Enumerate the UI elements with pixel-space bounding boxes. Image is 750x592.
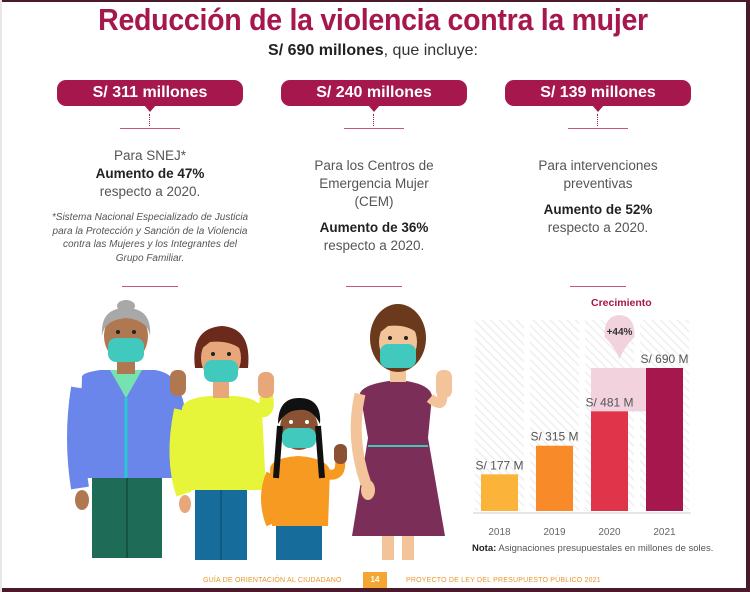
allocation-description: Aumento de 52% respecto a 2020. xyxy=(483,201,713,237)
footer-project-title: PROYECTO DE LEY DEL PRESUPUESTO PÚBLICO … xyxy=(406,577,601,584)
amount-pill: S/ 311 millones xyxy=(57,80,243,112)
divider-bottom xyxy=(122,286,178,287)
page-number: 14 xyxy=(363,572,387,588)
allocation-reference: respecto a 2020. xyxy=(323,238,425,253)
bar-2018 xyxy=(481,474,518,511)
amount-pill: S/ 240 millones xyxy=(281,80,467,112)
allocation-increase: Aumento de 52% xyxy=(543,202,653,217)
allocation-column-snej: S/ 311 millones Para SNEJ* Aumento de 47… xyxy=(35,80,265,265)
allocation-purpose: Para los Centros de Emergencia Mujer (CE… xyxy=(314,158,434,209)
bar-2020 xyxy=(591,411,628,511)
bar-background xyxy=(640,320,689,511)
allocation-purpose: Para intervenciones preventivas xyxy=(538,158,658,191)
allocation-increase: Aumento de 36% xyxy=(319,220,429,235)
growth-band xyxy=(591,368,646,412)
divider xyxy=(120,128,180,129)
subtitle-amount: S/ 690 millones xyxy=(268,42,384,59)
allocation-description: Aumento de 36% respecto a 2020. xyxy=(259,219,489,255)
dotted-connector xyxy=(597,114,599,126)
data-label-2019: S/ 315 M xyxy=(530,430,578,444)
divider xyxy=(344,128,404,129)
bar-background xyxy=(475,320,524,511)
dotted-connector xyxy=(373,114,375,126)
subtitle: S/ 690 millones, que incluye: xyxy=(0,42,746,60)
allocation-reference: respecto a 2020. xyxy=(99,184,201,199)
growth-value: +44% xyxy=(607,327,633,338)
people-illustration xyxy=(67,300,452,560)
chart-note-text: Asignaciones presupuestales en millones … xyxy=(496,543,714,554)
chart-note-label: Nota: xyxy=(472,543,497,554)
woman-yellow-sweater-figure xyxy=(169,326,274,560)
amount-pill: S/ 139 millones xyxy=(505,80,691,112)
growth-bubble xyxy=(604,315,635,359)
frame-right-border xyxy=(746,0,750,592)
divider xyxy=(568,128,628,129)
woman-purple-dress-figure xyxy=(350,304,452,560)
divider-bottom xyxy=(346,286,402,287)
footer-guide-title: GUÍA DE ORIENTACIÓN AL CIUDADANO xyxy=(203,577,342,584)
subtitle-text: , que incluye: xyxy=(383,42,478,59)
dotted-connector xyxy=(149,114,151,126)
girl-orange-shirt-figure xyxy=(261,398,347,560)
divider-bottom xyxy=(570,286,626,287)
allocation-description: Para SNEJ* Aumento de 47% respecto a 202… xyxy=(35,147,265,201)
frame-left-border xyxy=(0,0,2,592)
allocation-purpose: Para SNEJ* xyxy=(113,148,187,163)
page-title: Reducción de la violencia contra la muje… xyxy=(98,2,648,37)
data-label-2018: S/ 177 M xyxy=(475,458,523,472)
bar-background xyxy=(585,320,634,511)
data-label-2020: S/ 481 M xyxy=(585,395,633,409)
x-tick-2019: 2019 xyxy=(543,527,566,538)
bar-background xyxy=(530,320,579,511)
allocation-reference: respecto a 2020. xyxy=(547,220,649,235)
data-label-2021: S/ 690 M xyxy=(640,352,688,366)
allocation-increase: Aumento de 47% xyxy=(95,166,205,181)
snej-footnote: *Sistema Nacional Especializado de Justi… xyxy=(51,212,249,264)
allocation-column-cem: S/ 240 millones Para los Centros de Emer… xyxy=(259,80,489,255)
x-tick-2020: 2020 xyxy=(598,527,621,538)
x-tick-2021: 2021 xyxy=(653,527,676,538)
growth-label: Crecimiento xyxy=(591,297,652,309)
elderly-woman-figure xyxy=(67,300,186,558)
chart-note: Nota: Asignaciones presupuestales en mil… xyxy=(472,543,713,554)
allocation-column-preventive: S/ 139 millones Para intervenciones prev… xyxy=(483,80,713,237)
bar-2021 xyxy=(646,368,683,511)
frame-bottom-border xyxy=(0,588,750,592)
bar-2019 xyxy=(536,445,573,511)
frame-top-border xyxy=(0,0,750,2)
x-tick-2018: 2018 xyxy=(488,527,511,538)
